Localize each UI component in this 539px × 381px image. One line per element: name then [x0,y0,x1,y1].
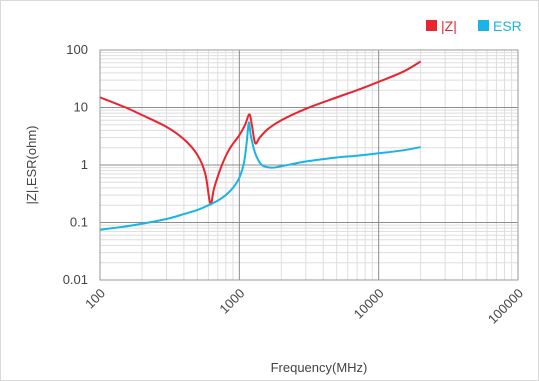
y-tick-label: 10 [74,100,88,115]
x-tick-label: 1000 [216,286,247,317]
y-tick-label: 100 [66,42,88,57]
legend-swatch [426,20,437,31]
legend-label: |Z| [441,18,457,34]
plot-area [99,49,519,281]
x-tick-label: 10000 [351,286,387,322]
x-axis-label: Frequency(MHz) [271,360,368,375]
x-tick-label: 100 [82,286,108,312]
y-tick-labels: 100 10 1 0.1 0.01 [63,42,88,287]
legend: |Z| ESR [426,18,522,34]
x-tick-label: 100000 [485,286,526,327]
impedance-series-line [99,60,422,206]
x-tick-labels: 100 1000 10000 100000 [82,286,526,327]
legend-swatch [478,20,489,31]
series-layer [99,60,422,231]
y-tick-label: 1 [81,157,88,172]
y-tick-label: 0.1 [70,215,88,230]
esr-series-line [99,121,421,231]
y-axis-label: |Z|,ESR(ohm) [24,126,39,205]
y-tick-label: 0.01 [63,272,88,287]
legend-label: ESR [493,18,522,34]
